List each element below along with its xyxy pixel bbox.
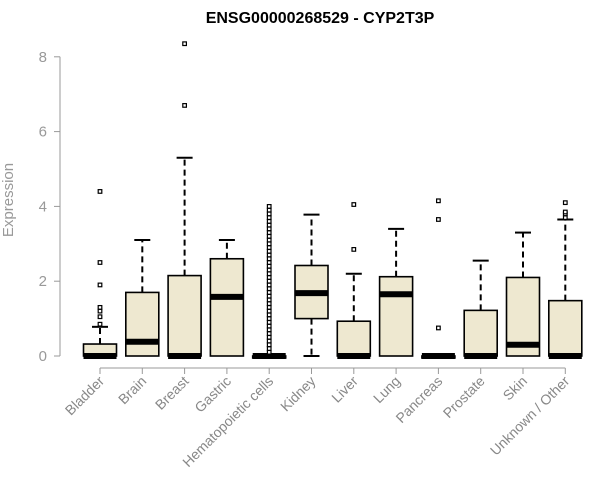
- outlier-point: [266, 349, 272, 355]
- outlier-point: [436, 325, 441, 331]
- outlier-point: [182, 103, 188, 108]
- box: [336, 320, 372, 357]
- outlier-point: [266, 301, 272, 307]
- outlier-point: [266, 342, 272, 348]
- outlier-point: [266, 226, 272, 232]
- x-tick-label: Pancreas: [392, 373, 445, 426]
- outlier-point: [351, 202, 357, 207]
- box: [167, 274, 202, 357]
- outlier-point: [266, 215, 272, 221]
- outlier-point: [266, 263, 272, 269]
- outlier-point: [182, 41, 188, 47]
- outlier-point: [266, 286, 272, 292]
- y-tick-label: 6: [39, 124, 47, 141]
- outlier-point: [266, 271, 272, 277]
- box-group: [505, 231, 541, 357]
- outlier-point: [266, 207, 272, 213]
- box-group: [463, 259, 499, 359]
- y-tick-label: 2: [39, 273, 47, 290]
- outlier-point: [97, 189, 103, 194]
- box: [209, 257, 245, 357]
- outlier-point: [266, 204, 272, 209]
- outlier-point: [266, 297, 272, 303]
- outlier-point: [266, 211, 272, 217]
- x-tick-label: Prostate: [440, 373, 488, 421]
- box-group: [294, 213, 329, 357]
- box-group: [547, 200, 583, 359]
- outlier-point: [266, 222, 272, 228]
- x-tick-label: Brain: [115, 373, 149, 407]
- outlier-point: [266, 304, 272, 310]
- box-group: [421, 198, 456, 359]
- box: [547, 299, 583, 357]
- outlier-point: [266, 327, 272, 333]
- outlier-point: [266, 230, 272, 235]
- outlier-point: [97, 304, 103, 310]
- y-tick-label: 0: [39, 348, 47, 365]
- y-tick-label: 4: [39, 198, 47, 215]
- outlier-point: [266, 237, 272, 243]
- outlier-point: [351, 247, 357, 252]
- outlier-point: [436, 217, 441, 222]
- x-tick-label: Lung: [370, 373, 403, 406]
- y-axis-label: Expression: [0, 163, 17, 237]
- box: [125, 291, 160, 357]
- y-tick-label: 8: [39, 49, 47, 66]
- outlier-point: [266, 331, 272, 336]
- outlier-point: [266, 290, 272, 295]
- box-group: [378, 227, 414, 357]
- outlier-point: [266, 338, 272, 344]
- x-tick-label: Bladder: [62, 373, 108, 419]
- outlier-point: [266, 323, 272, 329]
- outlier-point: [266, 245, 272, 250]
- outlier-point: [266, 256, 272, 262]
- outlier-point: [266, 260, 272, 265]
- box: [378, 275, 414, 357]
- outlier-point: [266, 241, 272, 247]
- outlier-point: [562, 215, 568, 221]
- chart-title: ENSG00000268529 - CYP2T3P: [206, 10, 435, 27]
- outlier-point: [266, 346, 272, 351]
- outlier-point: [266, 319, 272, 325]
- outlier-point: [562, 209, 568, 215]
- outlier-point: [436, 198, 441, 204]
- box-group: [251, 204, 287, 359]
- outlier-point: [266, 316, 272, 321]
- outlier-point: [97, 282, 103, 288]
- outlier-point: [266, 282, 272, 288]
- y-axis: 0 2 4 6 8: [39, 49, 61, 365]
- box-group: [336, 202, 372, 359]
- x-tick-label: Skin: [500, 373, 531, 404]
- outlier-point: [266, 252, 272, 258]
- outlier-point: [266, 248, 272, 254]
- box-group: [82, 189, 118, 359]
- outlier-point: [97, 308, 103, 314]
- outlier-point: [266, 312, 272, 318]
- box-group: [125, 239, 160, 357]
- outlier-point: [97, 260, 103, 265]
- x-tick-label: Kidney: [277, 373, 319, 415]
- box-group: [209, 239, 245, 357]
- x-tick-label: Unknown / Other: [487, 373, 573, 459]
- x-tick-label: Breast: [152, 373, 192, 413]
- outlier-point: [266, 334, 272, 340]
- outlier-point: [266, 293, 272, 299]
- outlier-point: [266, 275, 272, 280]
- outlier-point: [97, 314, 103, 320]
- outlier-point: [266, 278, 272, 284]
- outlier-point: [97, 321, 103, 327]
- box-group: [167, 41, 202, 359]
- outlier-point: [266, 267, 272, 273]
- outlier-point: [562, 200, 568, 206]
- box-series: [82, 41, 583, 359]
- x-tick-label: Liver: [328, 373, 361, 406]
- outlier-point: [266, 218, 272, 224]
- box: [463, 309, 499, 357]
- outlier-point: [266, 233, 272, 239]
- outlier-point: [266, 308, 272, 314]
